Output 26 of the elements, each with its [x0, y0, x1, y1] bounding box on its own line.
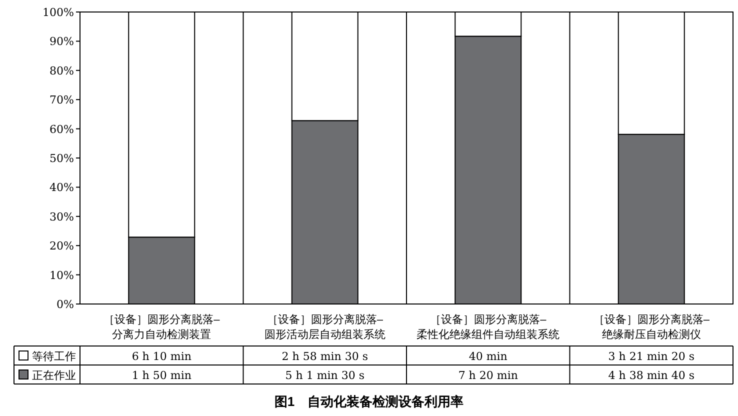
text: 1 h 50 min	[132, 369, 192, 382]
text: 2 h 58 min 30 s	[282, 350, 368, 363]
text: 5 h 1 min 30 s	[285, 369, 364, 382]
text: 4 h 38 min 40 s	[608, 369, 694, 382]
x-tick-label: ［设备］圆形分离脱落– 绝缘耐压自动检测仪	[593, 313, 710, 341]
text: 图1 自动化装备检测设备利用率	[274, 394, 464, 409]
y-tick-label: 10%	[50, 268, 74, 282]
y-tick-label: 90%	[50, 35, 74, 48]
y-tick-label: 30%	[50, 210, 74, 224]
legend-label: 正在作业	[32, 369, 76, 382]
text: 3 h 21 min 20 s	[608, 350, 694, 363]
y-tick-label: 70%	[50, 94, 74, 107]
y-tick-label: 20%	[50, 240, 74, 253]
y-tick-label: 50%	[50, 152, 74, 165]
y-tick-label: 60%	[50, 122, 74, 136]
y-tick-label: 100%	[42, 6, 74, 19]
y-tick-label: 80%	[50, 64, 74, 78]
legend-label: 等待工作	[32, 351, 76, 363]
text: 7 h 20 min	[458, 369, 518, 382]
x-tick-label: ［设备］圆形分离脱落– 分离力自动检测装置	[104, 313, 221, 341]
x-tick-label: ［设备］圆形分离脱落– 柔性化绝缘组件自动组装系统	[416, 313, 560, 341]
text: 6 h 10 min	[132, 350, 192, 363]
y-tick-label: 40%	[50, 181, 74, 194]
y-tick-label: 0%	[56, 298, 74, 311]
x-tick-label: ［设备］圆形分离脱落– 圆形活动层自动组装系统	[264, 313, 386, 341]
text: 40 min	[468, 350, 508, 363]
